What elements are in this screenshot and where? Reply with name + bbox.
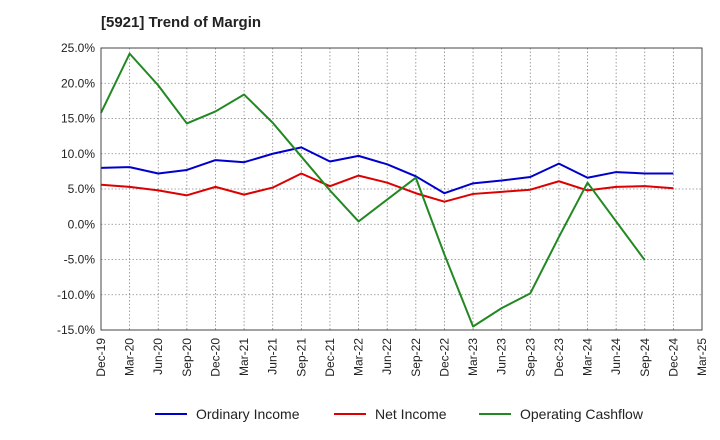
y-tick-label: 20.0%	[61, 76, 95, 90]
y-tick-label: -10.0%	[57, 288, 95, 302]
y-tick-label: -5.0%	[64, 253, 96, 267]
x-tick-label: Sep-20	[180, 338, 194, 377]
series-line-operating-cashflow	[100, 52, 646, 328]
x-tick-label: Jun-24	[609, 338, 623, 375]
y-tick-label: 10.0%	[61, 147, 95, 161]
y-tick-label: 5.0%	[68, 182, 96, 196]
x-tick-label: Sep-24	[638, 338, 652, 377]
plot-frame	[100, 47, 703, 331]
x-tick-label: Sep-22	[409, 338, 423, 377]
legend-label-ordinary-income: Ordinary Income	[196, 406, 300, 422]
x-tick-label: Mar-25	[695, 338, 709, 376]
x-tick-label: Sep-23	[523, 338, 537, 377]
x-tick-label: Mar-21	[237, 338, 251, 376]
x-tick-label: Dec-23	[552, 338, 566, 377]
x-tick-label: Dec-24	[666, 338, 680, 377]
x-tick-label: Mar-24	[581, 338, 595, 376]
x-tick-label: Dec-21	[323, 338, 337, 377]
x-tick-label: Mar-23	[466, 338, 480, 376]
x-tick-label: Dec-20	[208, 338, 222, 377]
x-tick-label: Jun-23	[495, 338, 509, 375]
y-tick-label: 25.0%	[61, 41, 95, 55]
y-tick-label: -15.0%	[57, 323, 95, 337]
x-tick-label: Sep-21	[294, 338, 308, 377]
chart-title: [5921] Trend of Margin	[101, 14, 262, 31]
x-tick-label: Jun-21	[266, 338, 280, 375]
x-tick-label: Dec-19	[94, 338, 108, 377]
legend-label-net-income: Net Income	[375, 406, 447, 422]
y-tick-label: 0.0%	[68, 217, 96, 231]
x-tick-label: Dec-22	[437, 338, 451, 377]
y-tick-label: 15.0%	[61, 112, 95, 126]
x-tick-label: Mar-22	[352, 338, 366, 376]
x-tick-label: Jun-22	[380, 338, 394, 375]
x-tick-label: Jun-20	[151, 338, 165, 375]
x-tick-label: Mar-20	[123, 338, 137, 376]
legend-label-operating-cashflow: Operating Cashflow	[520, 406, 644, 422]
